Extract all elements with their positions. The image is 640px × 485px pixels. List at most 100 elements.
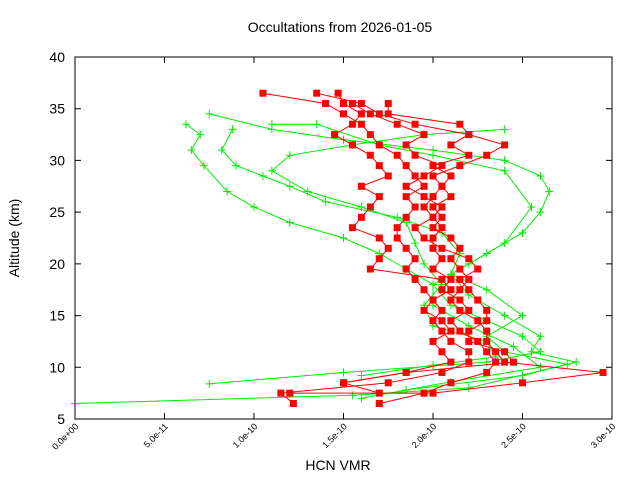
data-point-plus [527,202,536,211]
data-point-square [366,265,374,273]
axes-layer: 5 10 15 20 25 30 35 40 0.0e+00 5.0e-11 1.0e-10 1.5e… [49,49,617,452]
data-point-plus [500,125,509,134]
data-point-square [393,151,401,159]
data-point-plus [500,156,509,165]
y-tick-label: 20 [49,256,65,272]
data-point-square [340,100,347,108]
data-point-square [384,379,392,387]
data-point-square [474,317,482,325]
data-point-plus [429,280,437,289]
data-point-square [411,120,419,128]
data-point-square [510,358,518,366]
data-point-square [483,306,491,314]
data-point-plus [181,120,190,129]
data-point-square [402,182,410,190]
data-point-square [474,337,482,345]
y-tick-label: 30 [49,152,65,168]
data-point-square [447,234,455,242]
data-point-square [375,234,383,242]
data-point-square [366,203,374,211]
data-point-square [438,368,446,376]
data-point-plus [509,342,518,351]
data-point-square [334,89,342,97]
data-point-square [411,255,419,263]
series-line [74,113,577,404]
data-point-square [366,151,374,159]
data-point-plus [228,125,237,134]
data-point-square [447,317,455,325]
data-point-square [357,100,365,108]
data-point-square [465,275,473,283]
data-point-square [492,358,500,366]
data-point-square [456,162,464,170]
data-point-square [375,141,383,149]
data-point-square [483,151,491,159]
data-point-plus [303,187,312,196]
data-point-square [438,327,446,335]
data-point-plus [187,146,196,155]
data-point-square [384,172,392,180]
data-point-square [465,348,473,356]
data-point-square [357,182,365,190]
data-point-square [348,141,356,149]
series-line [262,92,470,404]
series-9 [340,100,518,387]
data-point-square [313,89,321,97]
data-point-square [519,379,526,387]
data-point-plus [267,166,276,175]
data-point-square [474,265,482,273]
data-point-square [474,296,482,304]
data-point-square [456,244,464,252]
data-point-square [456,275,464,283]
data-point-square [438,348,446,356]
data-point-square [366,131,374,139]
data-point-plus [464,383,473,392]
series-layer [71,89,607,408]
data-point-square [456,306,464,314]
data-point-square [411,275,419,283]
x-tick-label: 3.0e-10 [589,421,618,450]
data-point-square [402,162,410,170]
data-point-square [429,296,437,304]
data-point-plus [285,151,294,160]
data-point-plus [205,379,214,388]
data-point-square [411,151,419,159]
data-point-square [438,213,446,221]
data-point-square [438,203,446,211]
series-line [185,123,542,385]
data-point-square [420,193,428,201]
data-point-square [438,162,446,170]
data-point-square [438,244,446,252]
data-point-plus [232,161,241,170]
data-point-square [429,203,437,211]
data-point-plus [572,358,581,367]
y-tick-label: 15 [49,308,65,324]
data-point-square [599,368,607,376]
data-point-plus [205,109,214,118]
data-point-square [402,141,410,149]
data-point-square [465,255,473,263]
data-point-square [384,110,392,118]
data-point-square [420,286,428,294]
data-point-square [465,358,473,366]
data-point-square [375,399,383,407]
data-point-square [447,296,455,304]
data-point-square [411,172,419,180]
y-tick-label: 10 [49,359,65,375]
data-point-square [340,379,347,387]
data-point-square [429,244,437,252]
data-point-square [447,275,455,283]
data-point-plus [223,187,232,196]
data-point-square [420,131,428,139]
data-point-square [286,389,294,397]
data-point-square [429,213,437,221]
series-8 [286,100,607,397]
x-axis-label: HCN VMR [305,457,370,473]
data-point-square [447,327,455,335]
x-tick-label: 1.0e-10 [231,421,260,450]
data-point-square [483,317,491,325]
data-point-square [366,110,374,118]
data-point-plus [518,228,527,237]
data-point-square [420,172,428,180]
